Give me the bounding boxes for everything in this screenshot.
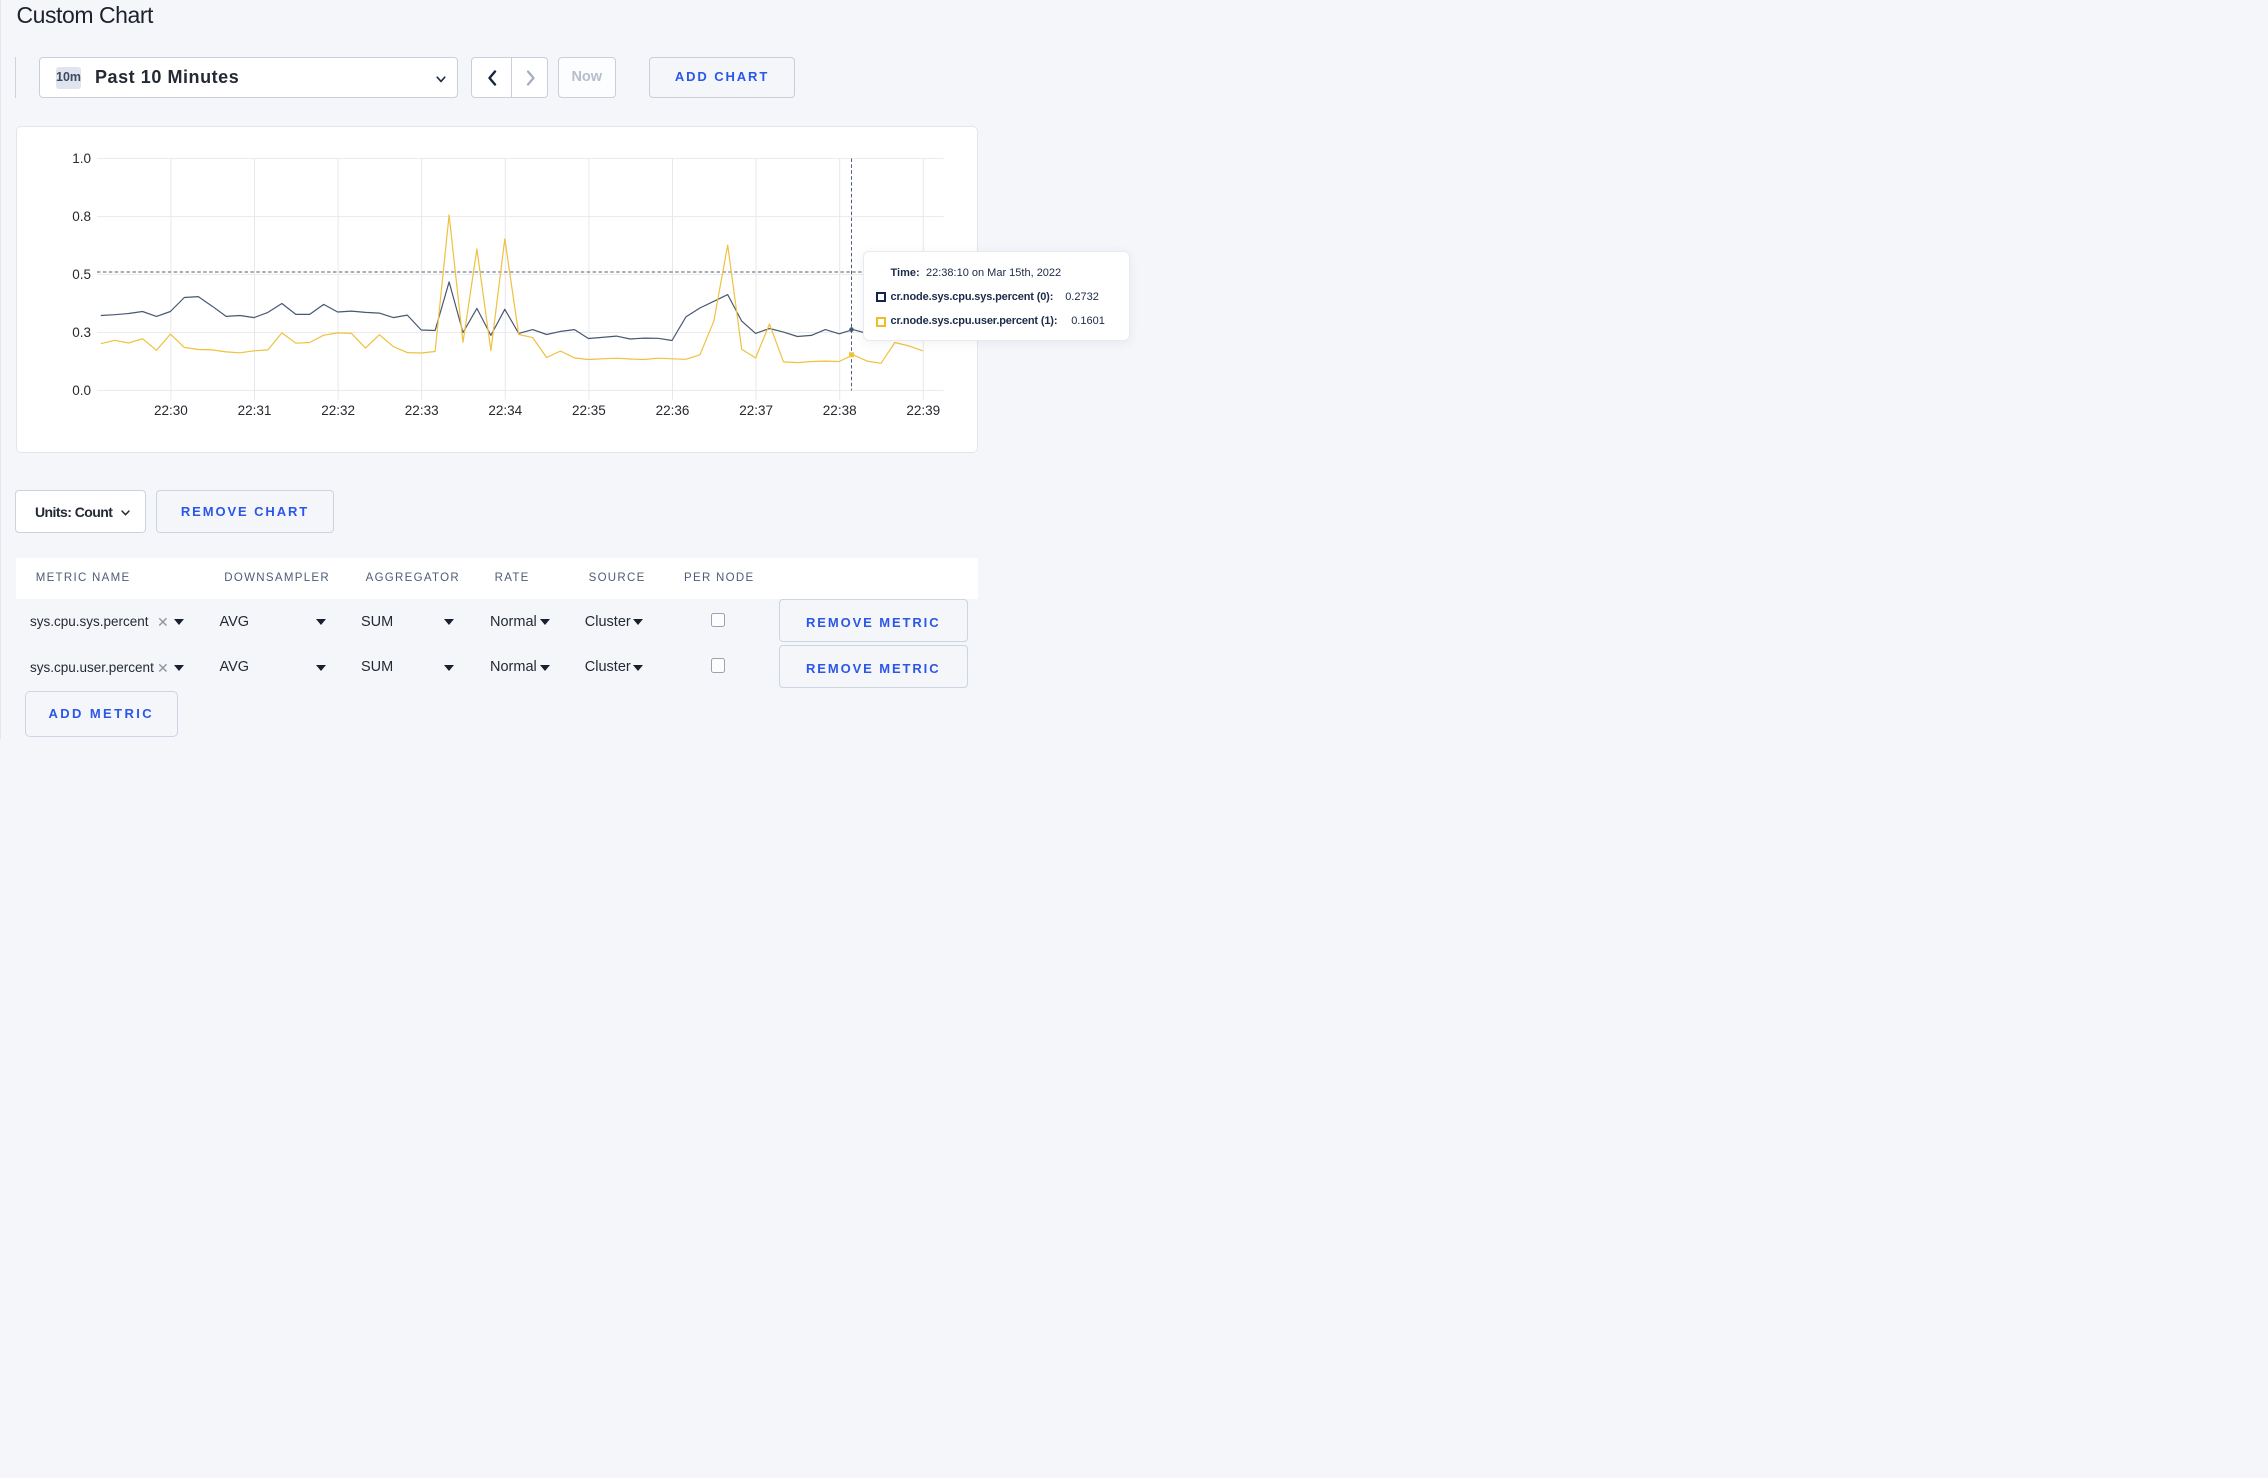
- svg-text:22:39: 22:39: [906, 403, 940, 418]
- svg-text:22:32: 22:32: [321, 403, 355, 418]
- svg-text:22:37: 22:37: [739, 403, 773, 418]
- svg-text:1.0: 1.0: [72, 151, 91, 166]
- svg-text:22:30: 22:30: [154, 403, 188, 418]
- svg-text:22:35: 22:35: [572, 403, 606, 418]
- svg-text:22:36: 22:36: [655, 403, 689, 418]
- svg-text:0.8: 0.8: [72, 209, 91, 224]
- svg-text:0.5: 0.5: [72, 267, 91, 282]
- svg-text:0.0: 0.0: [72, 383, 91, 398]
- svg-text:0.3: 0.3: [72, 325, 91, 340]
- svg-text:22:31: 22:31: [237, 403, 271, 418]
- svg-text:22:34: 22:34: [488, 403, 522, 418]
- svg-text:22:33: 22:33: [404, 403, 438, 418]
- svg-text:22:38: 22:38: [822, 403, 856, 418]
